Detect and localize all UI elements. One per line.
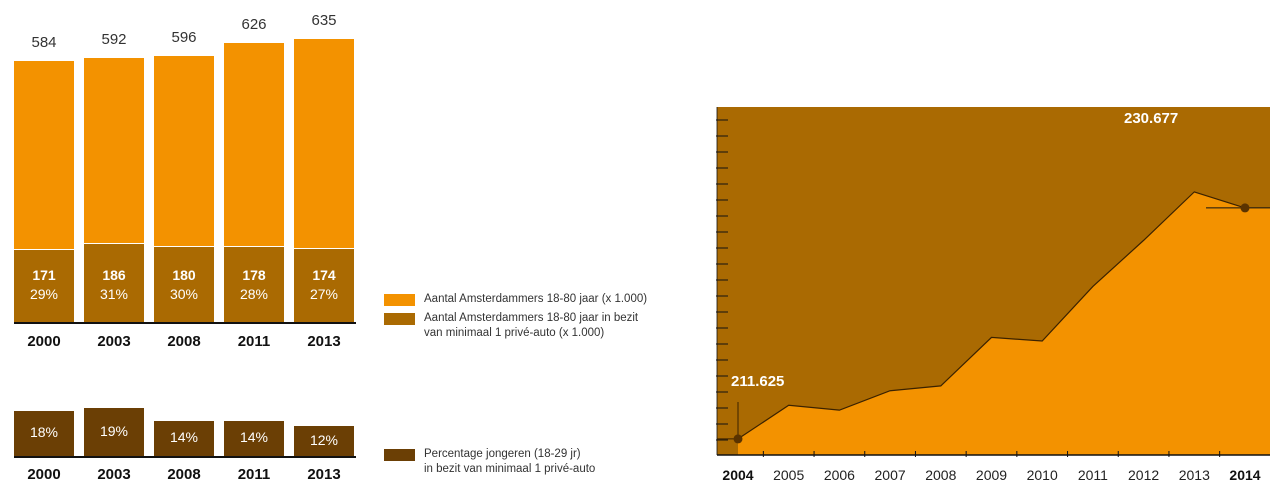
x-tick-label: 2013 [284, 466, 364, 483]
owner-value-label: 186 [74, 267, 154, 283]
legend-swatch-young [384, 449, 415, 461]
young-percent-label: 12% [284, 432, 364, 448]
area-line-chart [700, 100, 1273, 460]
x-tick-label: 2009 [976, 467, 1007, 483]
x-tick-label: 2013 [284, 333, 364, 350]
x-tick-label: 2010 [1027, 467, 1058, 483]
x-tick-label: 2003 [74, 333, 154, 350]
total-value-label: 584 [4, 34, 84, 51]
x-tick-label: 2013 [1179, 467, 1210, 483]
total-value-label: 596 [144, 29, 224, 46]
x-tick-label: 2000 [4, 333, 84, 350]
x-tick-label: 2011 [214, 466, 294, 483]
x-tick-label: 2011 [1078, 467, 1108, 483]
legend-swatch-total [384, 294, 415, 306]
bar-owners-2011 [224, 246, 284, 323]
bar-owners-2008 [154, 246, 214, 323]
young-percent-label: 14% [144, 429, 224, 445]
young-percent-label: 19% [74, 423, 154, 439]
x-tick-label: 2006 [824, 467, 855, 483]
owner-percent-label: 30% [144, 286, 224, 302]
x-tick-label: 2008 [144, 333, 224, 350]
x-axis-line [14, 456, 356, 458]
x-tick-label: 2008 [925, 467, 956, 483]
owner-percent-label: 28% [214, 286, 294, 302]
data-point-end [1241, 203, 1250, 212]
x-tick-label: 2004 [722, 467, 753, 483]
data-point-start [734, 434, 743, 443]
total-value-label: 592 [74, 31, 154, 48]
owner-value-label: 180 [144, 267, 224, 283]
owner-percent-label: 27% [284, 286, 364, 302]
legend-swatch-owners [384, 313, 415, 325]
owner-percent-label: 31% [74, 286, 154, 302]
annotation-end-label: 230.677 [1124, 110, 1178, 127]
x-axis-line [14, 322, 356, 324]
legend-label-young: Percentage jongeren (18-29 jr) in bezit … [424, 447, 595, 477]
owner-percent-label: 29% [4, 286, 84, 302]
total-value-label: 635 [284, 12, 364, 29]
bar-owners-2003 [84, 243, 144, 323]
x-tick-label: 2011 [214, 333, 294, 350]
owner-value-label: 178 [214, 267, 294, 283]
young-percent-label: 14% [214, 429, 294, 445]
x-tick-label: 2007 [875, 467, 906, 483]
owner-value-label: 174 [284, 267, 364, 283]
annotation-start-label: 211.625 [731, 373, 784, 390]
young-percent-label: 18% [4, 424, 84, 440]
x-tick-label: 2008 [144, 466, 224, 483]
x-tick-label: 2005 [773, 467, 804, 483]
x-tick-label: 2003 [74, 466, 154, 483]
x-tick-label: 2012 [1128, 467, 1159, 483]
legend-label-owners: Aantal Amsterdammers 18-80 jaar in bezit… [424, 311, 638, 341]
total-value-label: 626 [214, 16, 294, 33]
legend-label-total: Aantal Amsterdammers 18-80 jaar (x 1.000… [424, 292, 647, 307]
x-tick-label: 2014 [1229, 467, 1260, 483]
x-tick-label: 2000 [4, 466, 84, 483]
owner-value-label: 171 [4, 267, 84, 283]
